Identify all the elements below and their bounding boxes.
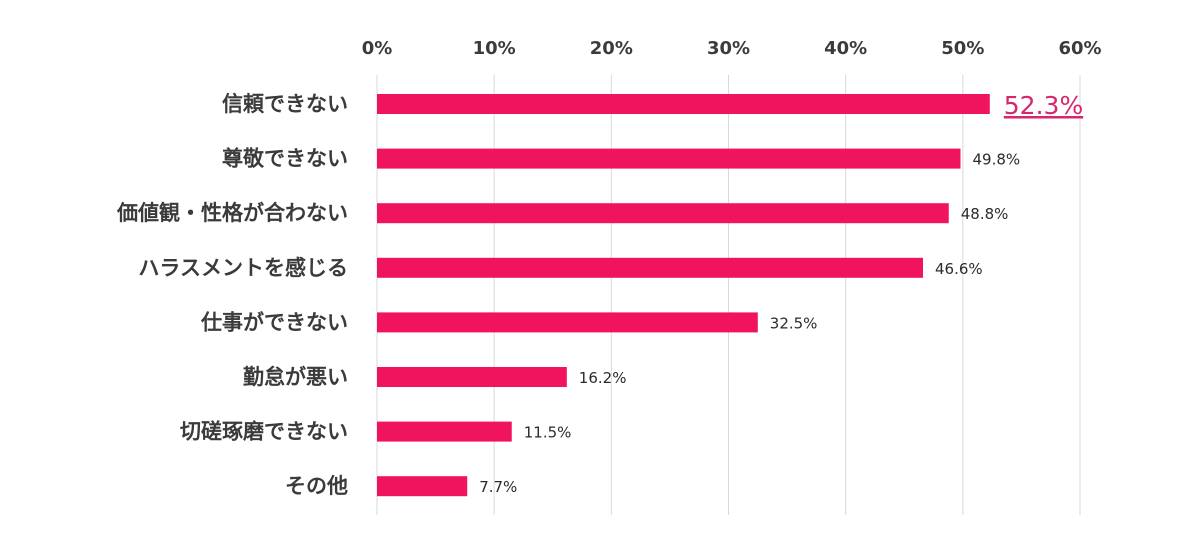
bar <box>377 203 949 224</box>
bar <box>377 257 923 278</box>
category-label: 信頼できない <box>222 92 348 116</box>
x-axis-ticks: 0% 10% 20% 30% 40% 50% 60% <box>362 38 1102 59</box>
bar <box>377 94 990 114</box>
category-label: その他 <box>285 474 348 498</box>
category-label: 勤怠が悪い <box>243 365 348 389</box>
value-label: 11.5% <box>524 424 572 442</box>
value-label: 48.8% <box>961 205 1009 223</box>
x-tick-label: 0% <box>362 38 393 59</box>
x-tick-label: 40% <box>824 38 867 59</box>
category-label: 切磋琢磨できない <box>180 420 348 444</box>
value-label: 46.6% <box>935 260 983 278</box>
bar <box>377 367 567 387</box>
x-tick-label: 10% <box>473 38 516 59</box>
category-labels: 信頼できない尊敬できない価値観・性格が合わないハラスメントを感じる仕事ができない… <box>116 92 348 498</box>
bar <box>377 421 512 442</box>
value-label: 49.8% <box>972 151 1020 169</box>
x-tick-label: 50% <box>941 38 984 59</box>
bar-series <box>377 94 990 497</box>
value-label: 16.2% <box>579 369 627 387</box>
x-tick-label: 60% <box>1058 38 1101 59</box>
grid-layer <box>376 75 1081 515</box>
value-labels: 52.3% 49.8% 48.8% 46.6% 32.5% 16.2% 11.5% 7.7% <box>479 91 1083 496</box>
category-label: 価値観・性格が合わない <box>116 201 348 225</box>
bar <box>377 476 468 497</box>
category-label: ハラスメントを感じる <box>138 256 348 280</box>
category-label: 尊敬できない <box>222 147 348 171</box>
x-tick-label: 30% <box>707 38 750 59</box>
category-label: 仕事ができない <box>200 310 348 334</box>
value-label: 32.5% <box>770 314 818 332</box>
bar <box>377 312 758 333</box>
bar <box>377 148 961 169</box>
x-tick-label: 20% <box>590 38 633 59</box>
highlighted-value-label: 52.3% <box>1004 91 1083 120</box>
value-label: 7.7% <box>479 478 517 496</box>
